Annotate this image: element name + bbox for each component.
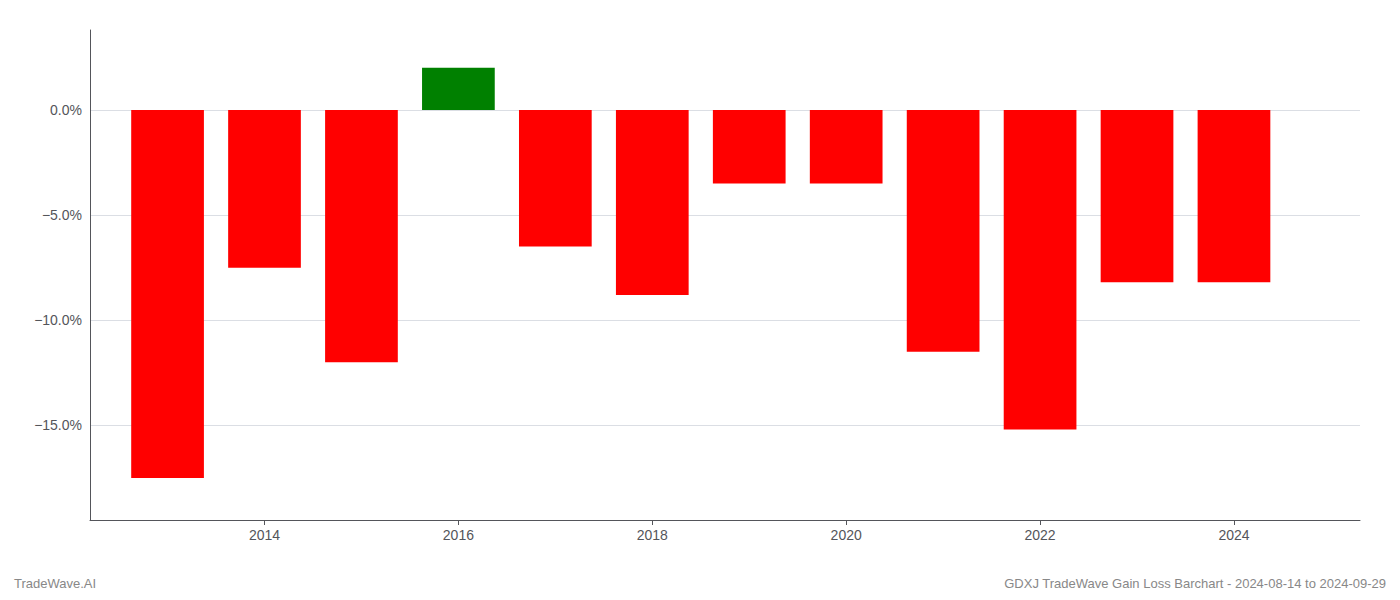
svg-text:2020: 2020 <box>831 527 862 543</box>
svg-text:−10.0%: −10.0% <box>34 312 82 328</box>
svg-text:0.0%: 0.0% <box>50 102 82 118</box>
svg-text:−15.0%: −15.0% <box>34 417 82 433</box>
svg-text:GDXJ TradeWave Gain Loss Barch: GDXJ TradeWave Gain Loss Barchart - 2024… <box>1004 576 1386 591</box>
svg-text:−5.0%: −5.0% <box>42 207 82 223</box>
svg-text:2014: 2014 <box>249 527 280 543</box>
svg-text:2018: 2018 <box>637 527 668 543</box>
svg-text:2016: 2016 <box>443 527 474 543</box>
svg-text:TradeWave.AI: TradeWave.AI <box>14 576 96 591</box>
svg-text:2024: 2024 <box>1218 527 1249 543</box>
svg-text:2022: 2022 <box>1024 527 1055 543</box>
